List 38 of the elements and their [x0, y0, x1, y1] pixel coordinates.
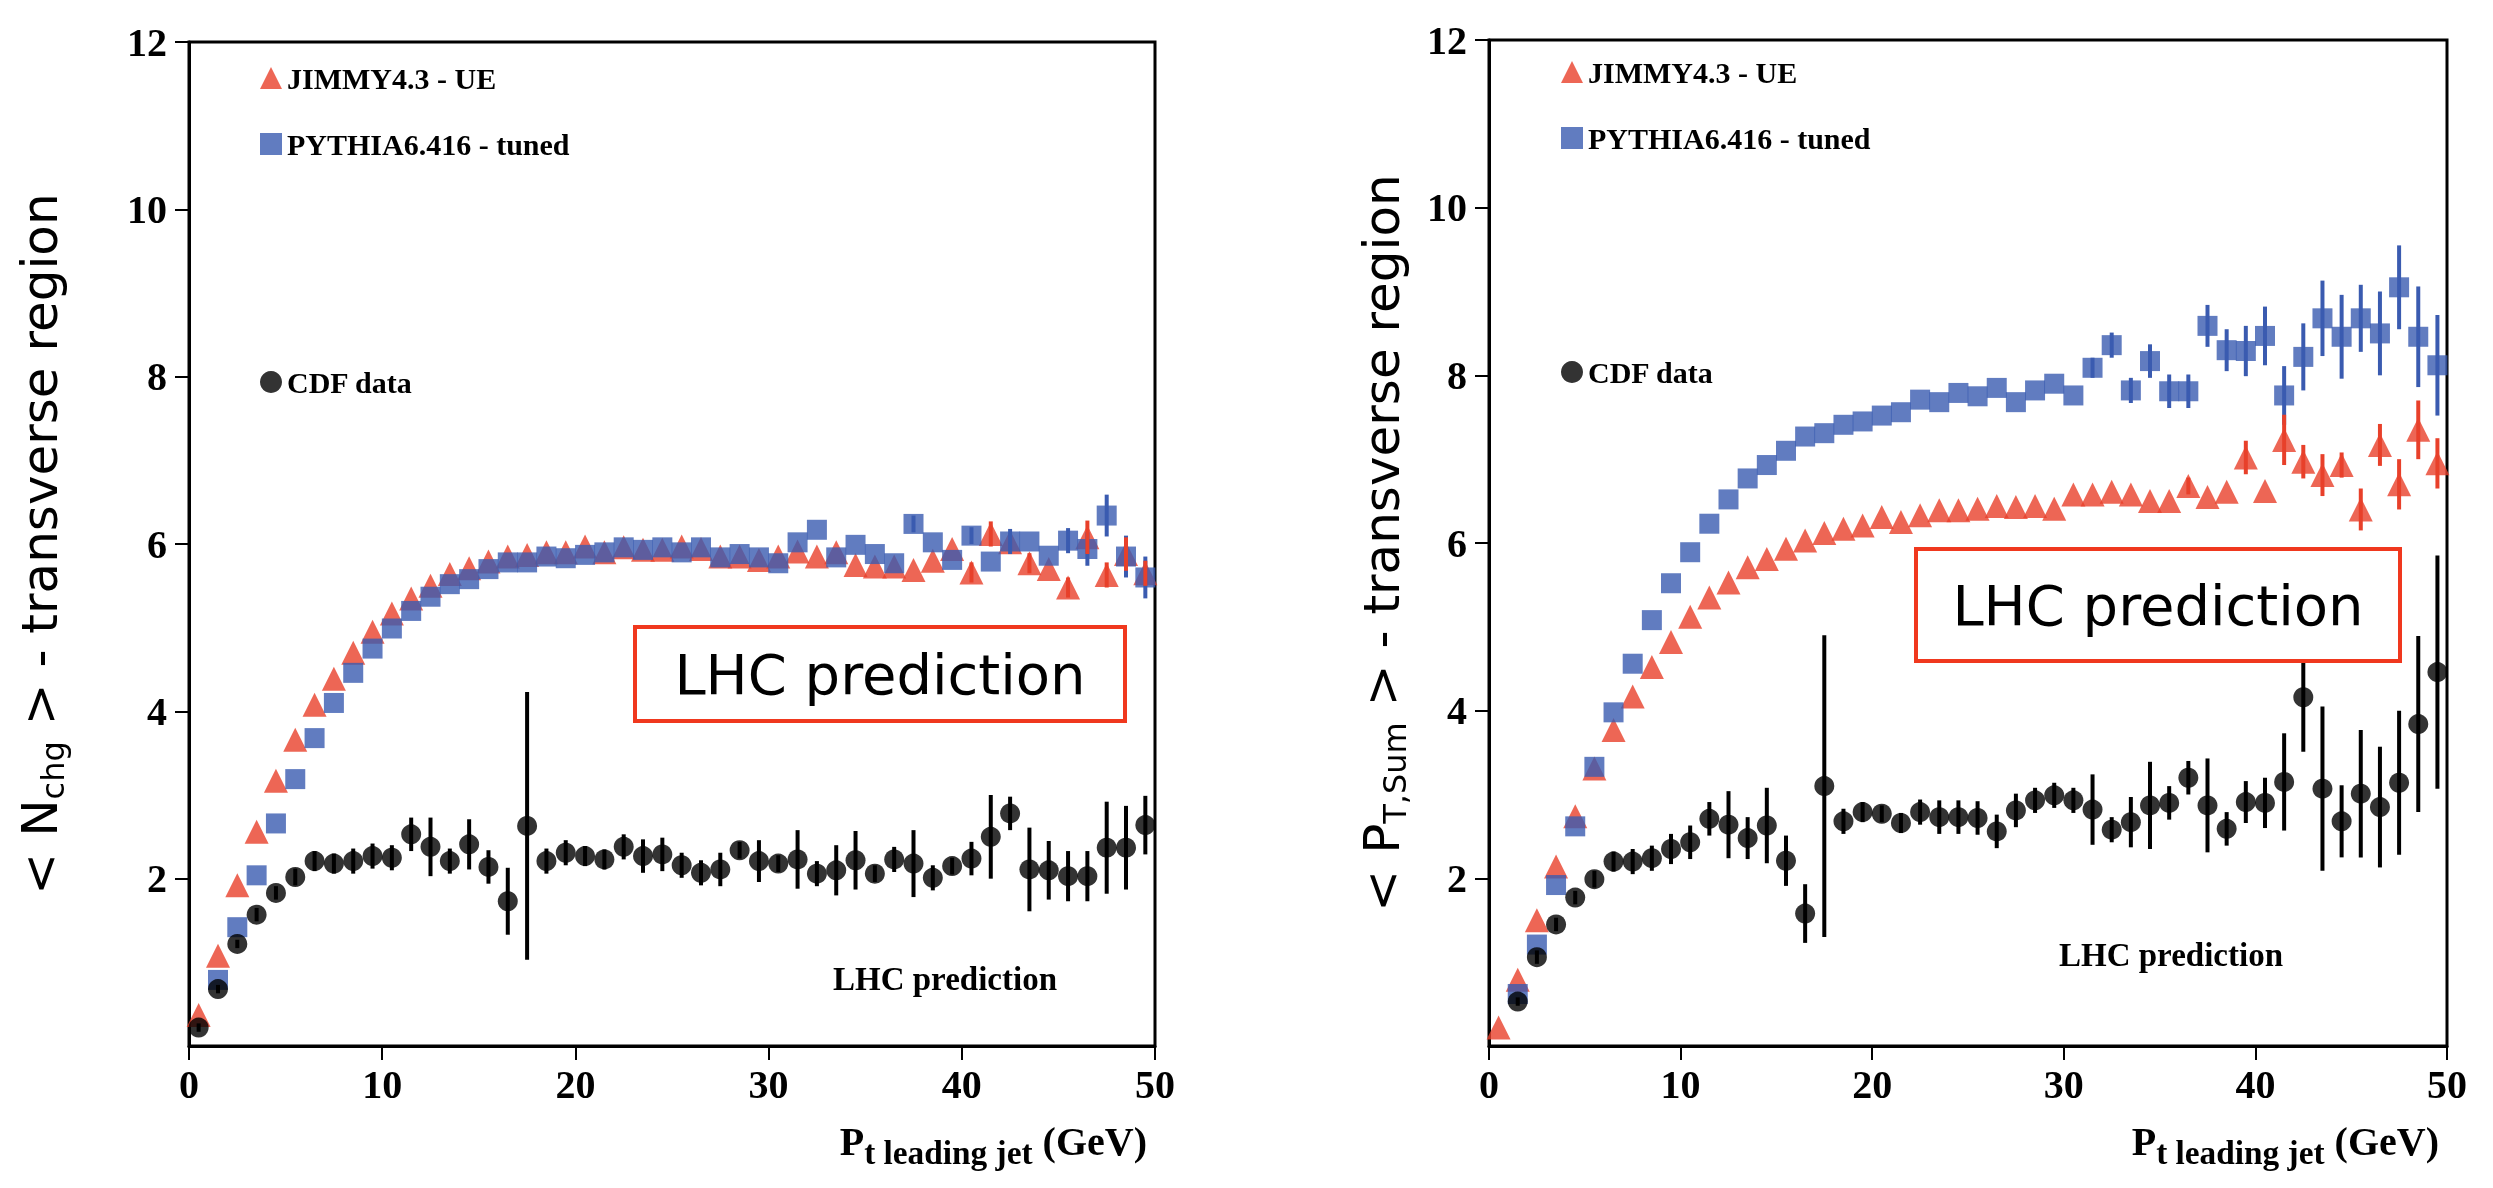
x-tick-label: 0	[1479, 1061, 1499, 1107]
legend-label: CDF data	[1588, 355, 1713, 389]
y-tick-label: 8	[1447, 352, 1467, 398]
legend-label: CDF data	[287, 365, 412, 399]
x-axis-title: P$_{t leading jet}$ (GeV)	[2131, 1118, 2439, 1172]
y-tick-label: 8	[147, 354, 167, 400]
y-tick-label: 10	[127, 186, 167, 232]
y-tick-label: 2	[1447, 855, 1467, 901]
annotation: LHC prediction	[1914, 547, 2402, 663]
y-tick-label: 4	[1447, 688, 1467, 734]
x-tick-label: 50	[2427, 1061, 2467, 1107]
y-tick-label: 6	[1447, 520, 1467, 566]
x-tick-label: 10	[362, 1061, 403, 1107]
y-axis-title: < PT,Sum > - transverse region	[1353, 174, 1414, 912]
legend-label: PYTHIA6.416 - tuned	[287, 127, 570, 161]
x-tick-label: 20	[1852, 1061, 1893, 1107]
y-axis-title: < Nchg > - transverse region	[11, 193, 72, 895]
y-tick-label: 6	[147, 521, 167, 567]
x-tick-label: 30	[748, 1061, 789, 1107]
annotation: LHC prediction	[2059, 936, 2283, 973]
annotation: LHC prediction	[833, 960, 1057, 997]
x-tick-label: 40	[2235, 1061, 2276, 1107]
x-tick-label: 30	[2043, 1061, 2084, 1107]
legend-label: JIMMY4.3 - UE	[287, 61, 497, 95]
x-tick-label: 20	[555, 1061, 596, 1107]
y-tick-label: 4	[147, 688, 167, 734]
legend-label: PYTHIA6.416 - tuned	[1588, 121, 1871, 155]
x-tick-label: 50	[1135, 1061, 1175, 1107]
legend-label: JIMMY4.3 - UE	[1588, 55, 1798, 89]
x-tick-label: 10	[1660, 1061, 1701, 1107]
x-axis-title: P$_{t leading jet}$ (GeV)	[839, 1118, 1147, 1172]
annotation: LHC prediction	[633, 625, 1127, 723]
y-tick-label: 12	[127, 19, 167, 65]
x-tick-label: 0	[179, 1061, 199, 1107]
y-tick-label: 10	[1427, 185, 1467, 231]
x-tick-label: 40	[941, 1061, 982, 1107]
y-tick-label: 12	[1427, 17, 1467, 63]
y-tick-label: 2	[147, 856, 167, 902]
